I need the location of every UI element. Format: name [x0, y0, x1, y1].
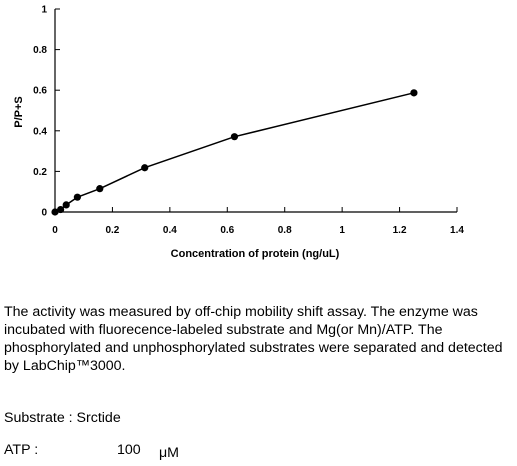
- y-axis-ticks: 0 0.2 0.4 0.6 0.8 1: [33, 5, 60, 219]
- data-point: [96, 185, 104, 193]
- x-tick-label: 1.4: [450, 225, 464, 236]
- x-tick-label: 0.4: [163, 225, 177, 236]
- y-tick-label: 0.8: [33, 45, 47, 56]
- x-tick-label: 0.8: [278, 225, 292, 236]
- y-tick-label: 0.4: [33, 126, 47, 137]
- x-tick-label: 0.2: [105, 225, 119, 236]
- x-tick-label: 0.6: [220, 225, 234, 236]
- description-text: The activity was measured by off-chip mo…: [4, 304, 503, 374]
- series-line: [54, 92, 415, 213]
- y-axis-label: P/P+S: [13, 96, 25, 128]
- atp-line: ATP : 100 μM: [4, 442, 304, 462]
- x-tick-label: 0: [52, 225, 58, 236]
- y-tick-label: 1: [41, 5, 47, 16]
- chart-series: [51, 89, 418, 216]
- atp-unit: μM: [159, 445, 179, 461]
- y-tick-label: 0.6: [33, 86, 47, 97]
- data-point: [410, 89, 418, 97]
- x-tick-label: 1.2: [393, 225, 407, 236]
- x-tick-label: 1: [339, 225, 345, 236]
- atp-label: ATP :: [4, 442, 39, 458]
- chart: 0 0.2 0.4 0.6 0.8 1 0 0.2 0.4 0.6 0.8 1 1.2 1.4 Conc…: [13, 5, 464, 261]
- data-point: [230, 133, 239, 141]
- data-point: [56, 205, 65, 214]
- y-tick-label: 0.2: [33, 167, 47, 178]
- chart-axes: [54, 9, 457, 213]
- substrate-line: Substrate : Srctide: [4, 410, 121, 426]
- data-point: [141, 164, 149, 172]
- data-point: [73, 193, 81, 201]
- data-point: [62, 201, 70, 209]
- description-paragraph: The activity was measured by off-chip mo…: [4, 303, 516, 375]
- y-tick-label: 0: [41, 208, 47, 219]
- atp-value: 100: [117, 442, 141, 458]
- data-point: [51, 208, 59, 216]
- x-axis-ticks: 0 0.2 0.4 0.6 0.8 1 1.2 1.4: [52, 207, 464, 236]
- x-axis-label: Concentration of protein (ng/uL): [171, 248, 340, 260]
